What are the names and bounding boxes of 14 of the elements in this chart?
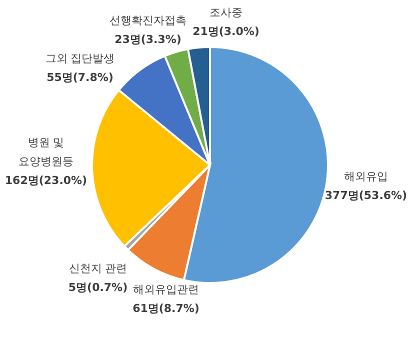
data-label: 21명(3.0%) <box>192 25 260 38</box>
data-label: 55명(7.8%) <box>46 71 114 84</box>
data-label: 162명(23.0%) <box>4 174 88 187</box>
slice-label: 해외유입 <box>344 170 388 183</box>
data-label: 377명(53.6%) <box>324 189 408 202</box>
data-label: 23명(3.3%) <box>114 33 182 46</box>
slice-label: 선행확진자접촉 <box>110 14 186 27</box>
data-label: 61명(8.7%) <box>132 302 200 315</box>
slice-label: 조사중 <box>210 6 242 19</box>
slice-label: 그외 집단발생 <box>45 52 115 65</box>
slice-label: 병원 및 요양병원등 <box>18 136 74 168</box>
data-label: 5명(0.7%) <box>68 281 128 294</box>
slice-label: 신천지 관련 <box>68 262 128 275</box>
slice-label: 해외유입관련 <box>133 283 199 296</box>
